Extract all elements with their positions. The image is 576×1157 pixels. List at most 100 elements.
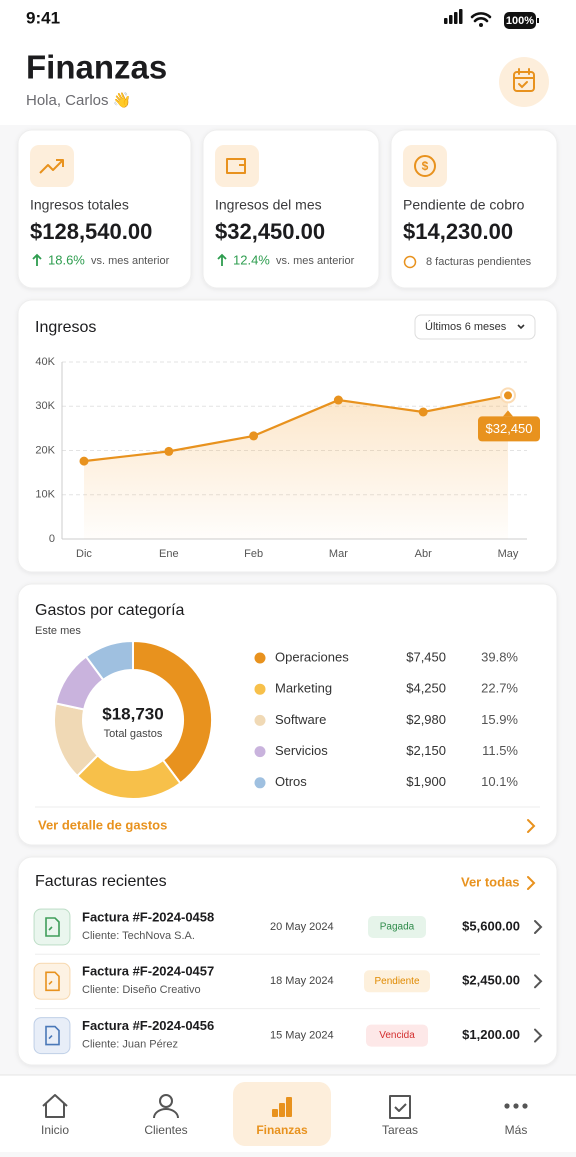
card [17, 856, 558, 1066]
detail-link: Ver detalle de gastos [38, 817, 167, 832]
nav-icon [153, 1108, 179, 1119]
invoice-status: Vencida [379, 1030, 415, 1041]
nav-item[interactable]: Más [505, 1123, 528, 1137]
invoice-date: 15 May 2024 [270, 1030, 334, 1042]
invoice-client: Cliente: TechNova S.A. [82, 930, 195, 942]
kpi-icon [39, 159, 64, 174]
invoice-date: 18 May 2024 [270, 975, 334, 987]
legend-label: Software [275, 712, 326, 727]
calendar-icon [513, 71, 535, 92]
nav-item[interactable]: Finanzas [256, 1123, 308, 1137]
kpi-value: $32,450.00 [215, 219, 325, 244]
calendar-button[interactable] [499, 57, 549, 107]
kpi-label: Pendiente de cobro [403, 197, 525, 213]
section-title: Facturas recientes [35, 873, 167, 890]
x-tick-label: Feb [244, 548, 263, 560]
battery [504, 12, 536, 29]
value-label: $32,450 [486, 421, 533, 436]
legend-amount: $7,450 [406, 649, 446, 664]
kpi-icon-bg [30, 145, 74, 187]
kpi-icon-bg [215, 145, 259, 187]
legend-share: 39.8% [481, 649, 518, 664]
signal-bar [459, 9, 463, 24]
point[interactable] [333, 395, 343, 405]
chevron[interactable] [534, 1028, 543, 1043]
point[interactable] [249, 431, 259, 441]
legend-label: Marketing [275, 681, 332, 696]
x-tick-label: Ene [159, 548, 179, 560]
legend-amount: $4,250 [406, 681, 446, 696]
kpi-label: Ingresos del mes [215, 197, 322, 213]
donut-total-label: Total gastos [104, 728, 163, 740]
kpi-change: 12.4% [233, 252, 270, 267]
nav-icon [42, 1094, 68, 1118]
invoice-title: Factura #F-2024-0458 [82, 909, 214, 924]
kpi-icon-bg [403, 145, 447, 187]
line [83, 394, 509, 463]
point[interactable] [79, 456, 89, 466]
chart-title: Gastos por categoría [35, 602, 185, 619]
chevron[interactable] [534, 920, 543, 934]
legend-label: Operaciones [275, 649, 349, 664]
chevron[interactable] [527, 819, 536, 833]
battery-tip [537, 18, 539, 23]
y-tick-label: 20K [35, 444, 55, 456]
calendar-icon-detail [513, 68, 535, 89]
nav-item[interactable]: Clientes [144, 1123, 187, 1137]
legend-share: 22.7% [481, 681, 518, 696]
battery-level: 100% [506, 15, 534, 27]
period-dropdown[interactable] [414, 314, 536, 340]
chevron[interactable] [534, 974, 543, 989]
legend-share: 11.5% [482, 743, 518, 758]
legend-label: Otros [275, 774, 307, 789]
y-tick-label: 10K [35, 489, 55, 501]
nav-item[interactable]: Inicio [41, 1123, 69, 1137]
chart-subtitle: Este mes [35, 625, 81, 637]
donut-slice[interactable] [132, 639, 213, 785]
status-pill [366, 1024, 428, 1047]
invoice-client: Cliente: Juan Pérez [82, 1039, 178, 1051]
chevron[interactable] [527, 876, 536, 890]
kpi-icon-glyph: $ [422, 159, 429, 173]
label-pointer [503, 410, 513, 417]
x-tick-label: Dic [76, 548, 92, 560]
kpi-icon [414, 155, 436, 177]
point[interactable] [164, 446, 174, 456]
legend-share: 10.1% [481, 774, 518, 789]
donut-slice[interactable] [84, 639, 134, 682]
area [84, 395, 508, 539]
invoice-client: Cliente: Diseño Creativo [82, 984, 201, 996]
wifi-icon [470, 12, 492, 23]
signal-bar [454, 12, 458, 24]
kpi-value: $128,540.00 [30, 219, 152, 244]
wifi-dot [479, 23, 483, 27]
legend-amount: $1,900 [406, 774, 446, 789]
y-tick-label: 0 [49, 533, 55, 545]
nav-icon [389, 1095, 411, 1119]
invoice-amount: $2,450.00 [462, 973, 520, 988]
point[interactable] [418, 407, 428, 417]
x-tick-label: Mar [329, 548, 348, 560]
nav-icon [522, 1103, 528, 1109]
x-tick-label: May [498, 548, 519, 560]
period-label: Últimos 6 meses [425, 320, 507, 333]
legend-dot [254, 714, 266, 726]
nav-icon [513, 1103, 519, 1109]
view-all-link: Ver todas [461, 874, 520, 889]
nav-item[interactable]: Tareas [382, 1123, 418, 1137]
invoice-icon [45, 1025, 60, 1046]
signal-bar [444, 18, 448, 24]
x-tick-label: Abr [415, 548, 432, 560]
legend-dot [254, 777, 266, 789]
greeting: Hola, Carlos 👋 [26, 91, 131, 109]
invoice-date: 20 May 2024 [270, 921, 334, 933]
kpi-clock [403, 255, 417, 269]
invoice-amount: $5,600.00 [462, 918, 520, 933]
kpi-note: 8 facturas pendientes [426, 256, 532, 268]
invoice-icon [45, 971, 60, 992]
point[interactable] [502, 389, 514, 402]
invoice-icon [45, 917, 60, 937]
value-label-bg [478, 416, 540, 442]
legend-amount: $2,150 [406, 743, 446, 758]
